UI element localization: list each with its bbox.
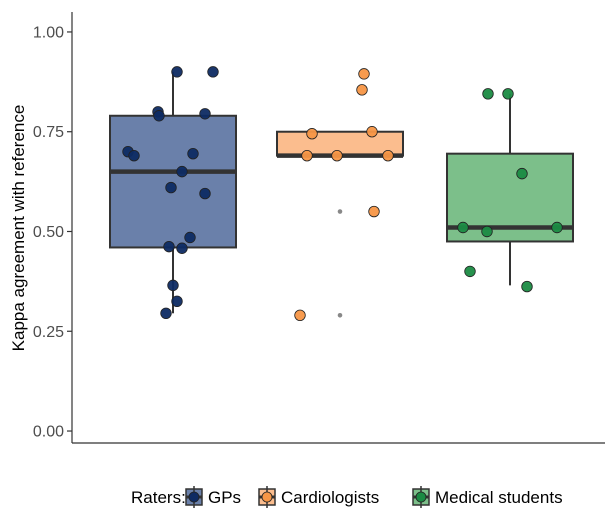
data-point xyxy=(482,88,494,100)
legend-title: Raters: xyxy=(131,488,186,507)
data-point xyxy=(382,149,394,162)
legend-key-gps xyxy=(185,486,203,508)
data-point xyxy=(176,242,188,254)
data-point xyxy=(171,66,183,78)
data-point xyxy=(128,149,140,162)
data-point xyxy=(199,187,211,200)
series-gps xyxy=(109,66,237,320)
data-point xyxy=(187,147,199,160)
box-gps xyxy=(109,114,237,249)
data-point xyxy=(165,181,177,194)
y-tick-label: 0.25 xyxy=(33,324,64,341)
series-cardiologists xyxy=(276,68,404,321)
legend: Raters: GPs Cardiologists Medical students xyxy=(131,486,563,508)
data-point xyxy=(366,126,378,138)
legend-label-medical-students: Medical students xyxy=(435,488,563,507)
legend-key-cardiologists xyxy=(258,486,276,508)
y-tick-label: 0.00 xyxy=(33,424,64,441)
data-point xyxy=(160,307,172,320)
data-point xyxy=(358,68,370,80)
data-point xyxy=(171,295,183,308)
data-point xyxy=(207,66,219,78)
data-point xyxy=(356,84,368,96)
y-tick-label: 0.50 xyxy=(33,224,64,241)
data-point xyxy=(551,221,563,234)
legend-label-gps: GPs xyxy=(208,488,241,507)
data-point xyxy=(199,108,211,120)
axes: 0.00 0.25 0.50 0.75 1.00 xyxy=(33,12,605,444)
data-point xyxy=(306,128,318,140)
outlier-point xyxy=(337,312,343,318)
legend-key-point xyxy=(188,491,200,503)
data-point xyxy=(516,167,528,180)
data-point xyxy=(167,279,179,292)
data-point xyxy=(331,149,343,162)
y-tick-label: 0.75 xyxy=(33,124,64,141)
data-point xyxy=(481,225,493,238)
data-point xyxy=(163,240,175,253)
data-point xyxy=(368,205,380,218)
legend-key-point xyxy=(415,491,427,503)
legend-key-point xyxy=(261,491,273,503)
data-point xyxy=(502,88,514,100)
outlier-point xyxy=(337,209,343,214)
data-point xyxy=(153,110,165,122)
series-medical-students xyxy=(446,88,574,293)
legend-key-medical-students xyxy=(412,486,430,508)
data-point xyxy=(176,165,188,178)
y-axis-title: Kappa agreement with reference xyxy=(9,105,28,352)
data-point xyxy=(301,149,313,162)
y-tick-label: 1.00 xyxy=(33,24,64,41)
data-point xyxy=(294,309,306,321)
data-point xyxy=(184,231,196,244)
data-point xyxy=(521,280,533,293)
data-point xyxy=(457,221,469,234)
plot-area xyxy=(109,66,574,321)
data-point xyxy=(464,265,476,278)
legend-label-cardiologists: Cardiologists xyxy=(281,488,379,507)
